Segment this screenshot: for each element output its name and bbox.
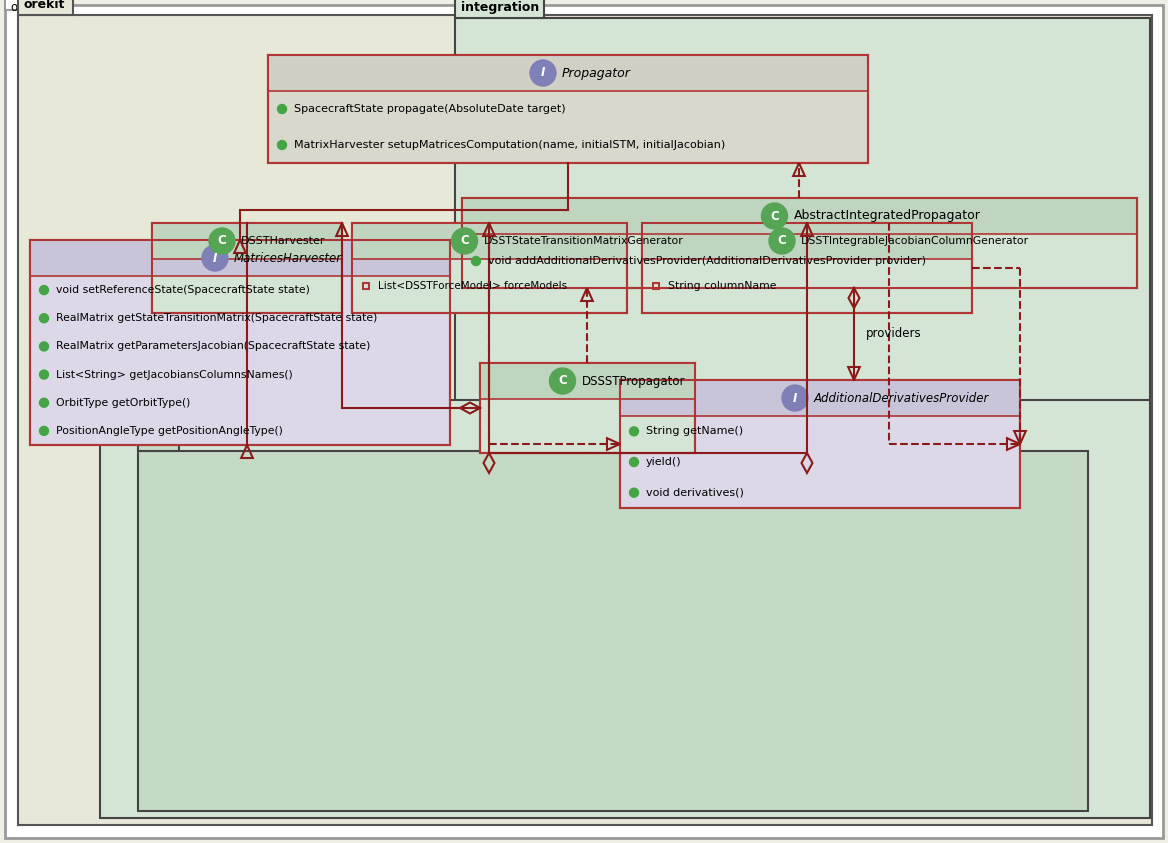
Circle shape bbox=[630, 488, 639, 497]
Text: C: C bbox=[778, 234, 786, 248]
Bar bbox=[138, 451, 1089, 811]
Circle shape bbox=[530, 60, 556, 86]
Text: C: C bbox=[460, 234, 468, 248]
Circle shape bbox=[769, 228, 795, 254]
Text: DSSTHarvester: DSSTHarvester bbox=[241, 236, 326, 246]
Circle shape bbox=[40, 398, 49, 407]
Text: DSSSTPropagator: DSSSTPropagator bbox=[582, 374, 684, 388]
Bar bbox=[480, 363, 695, 453]
Text: I: I bbox=[793, 391, 798, 405]
Circle shape bbox=[40, 286, 49, 294]
Text: integration: integration bbox=[461, 2, 540, 14]
Text: List<DSSTForceModel> forceModels: List<DSSTForceModel> forceModels bbox=[378, 281, 568, 291]
Circle shape bbox=[452, 228, 478, 254]
Text: providers: providers bbox=[865, 327, 922, 341]
Text: I: I bbox=[541, 67, 545, 79]
Bar bbox=[480, 363, 695, 399]
Text: PositionAngleType getPositionAngleType(): PositionAngleType getPositionAngleType() bbox=[56, 426, 283, 436]
Text: String columnName: String columnName bbox=[668, 281, 777, 291]
Text: semianalytical: semianalytical bbox=[106, 384, 207, 396]
Text: C: C bbox=[217, 234, 227, 248]
Circle shape bbox=[549, 368, 576, 394]
Text: RealMatrix getStateTransitionMatrix(SpacecraftState state): RealMatrix getStateTransitionMatrix(Spac… bbox=[56, 314, 377, 323]
Bar bbox=[267, 55, 868, 91]
Circle shape bbox=[472, 256, 480, 266]
Text: yield(): yield() bbox=[646, 457, 682, 467]
Text: I: I bbox=[213, 251, 217, 265]
Text: OrbitType getOrbitType(): OrbitType getOrbitType() bbox=[56, 398, 190, 408]
Text: RealMatrix getParametersJacobian(SpacecraftState state): RealMatrix getParametersJacobian(Spacecr… bbox=[56, 341, 370, 352]
Text: String getName(): String getName() bbox=[646, 427, 743, 437]
Circle shape bbox=[40, 370, 49, 379]
Circle shape bbox=[630, 427, 639, 436]
Circle shape bbox=[40, 342, 49, 351]
Circle shape bbox=[278, 141, 286, 149]
Text: Propagator: Propagator bbox=[562, 67, 631, 79]
Bar bbox=[30, 240, 450, 276]
Circle shape bbox=[209, 228, 235, 254]
Text: void addAdditionalDerivativesProvider(AdditionalDerivativesProvider provider): void addAdditionalDerivativesProvider(Ad… bbox=[488, 256, 926, 266]
Text: AdditionalDerivativesProvider: AdditionalDerivativesProvider bbox=[814, 391, 989, 405]
Circle shape bbox=[278, 105, 286, 114]
Text: dsst: dsst bbox=[144, 434, 174, 448]
Bar bbox=[456, 18, 1150, 593]
Text: SpacecraftState propagate(AbsoluteDate target): SpacecraftState propagate(AbsoluteDate t… bbox=[294, 104, 565, 114]
Bar bbox=[642, 223, 972, 313]
Bar bbox=[30, 240, 450, 445]
Bar bbox=[152, 223, 342, 259]
Bar bbox=[352, 223, 627, 313]
Text: List<String> getJacobiansColumnsNames(): List<String> getJacobiansColumnsNames() bbox=[56, 369, 293, 379]
Bar bbox=[456, 0, 544, 18]
Text: MatricesHarvester: MatricesHarvester bbox=[234, 251, 342, 265]
Text: void setReferenceState(SpacecraftState state): void setReferenceState(SpacecraftState s… bbox=[56, 285, 310, 295]
Bar bbox=[100, 400, 1150, 818]
Text: DSSTStateTransitionMatrixGenerator: DSSTStateTransitionMatrixGenerator bbox=[484, 236, 683, 246]
Text: MatrixHarvester setupMatricesComputation(name, initialSTM, initialJacobian): MatrixHarvester setupMatricesComputation… bbox=[294, 140, 725, 150]
Text: void derivatives(): void derivatives() bbox=[646, 487, 744, 497]
Text: orekit: orekit bbox=[25, 0, 65, 12]
Bar bbox=[642, 223, 972, 259]
Text: DSSTIntegrableJacobianColumnGenerator: DSSTIntegrableJacobianColumnGenerator bbox=[801, 236, 1029, 246]
Circle shape bbox=[762, 203, 787, 229]
Bar bbox=[620, 380, 1020, 508]
Circle shape bbox=[202, 245, 228, 271]
Bar bbox=[138, 431, 179, 451]
Circle shape bbox=[40, 314, 49, 323]
Text: C: C bbox=[558, 374, 566, 388]
Text: C: C bbox=[770, 210, 779, 223]
Text: org: org bbox=[11, 1, 29, 14]
Bar bbox=[620, 380, 1020, 416]
Circle shape bbox=[40, 427, 49, 436]
Bar bbox=[267, 55, 868, 163]
Bar bbox=[18, 0, 72, 15]
Bar bbox=[152, 223, 342, 313]
Bar bbox=[463, 198, 1136, 288]
Bar bbox=[352, 223, 627, 259]
Bar bbox=[5, 0, 41, 10]
Circle shape bbox=[783, 385, 808, 411]
Bar bbox=[463, 198, 1136, 234]
Text: AbstractIntegratedPropagator: AbstractIntegratedPropagator bbox=[793, 210, 980, 223]
Bar bbox=[100, 380, 209, 400]
Circle shape bbox=[630, 458, 639, 466]
